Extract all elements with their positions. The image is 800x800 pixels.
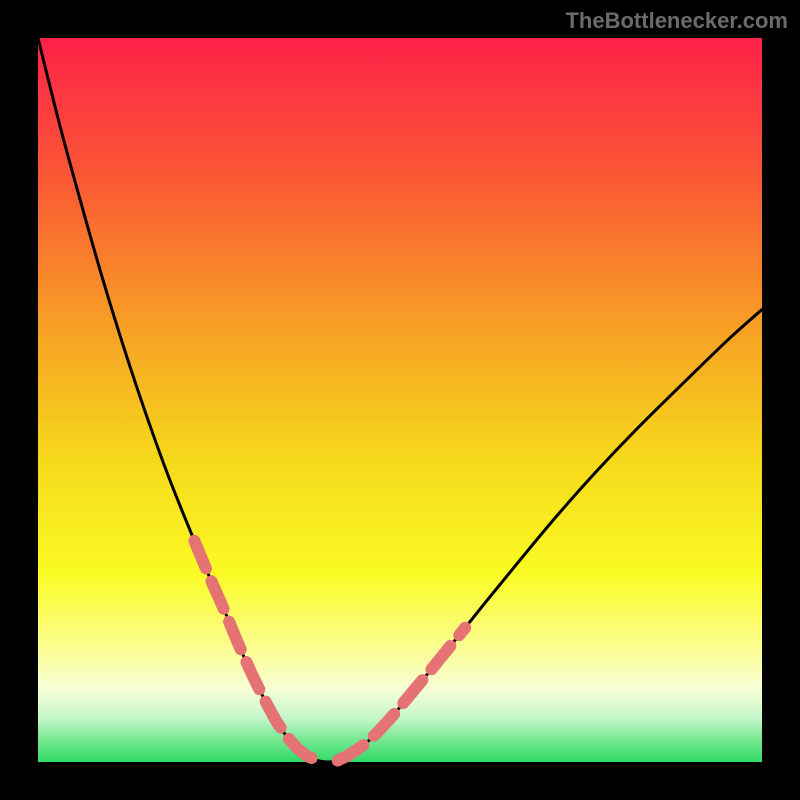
plot-area [38, 38, 762, 762]
series-v_curve [38, 38, 762, 762]
source-attribution: TheBottlenecker.com [565, 8, 788, 34]
marker-overlay-0 [194, 541, 317, 761]
marker-overlay-1 [338, 628, 465, 761]
chart-canvas: TheBottlenecker.com [0, 0, 800, 800]
curve-layer [38, 38, 762, 762]
